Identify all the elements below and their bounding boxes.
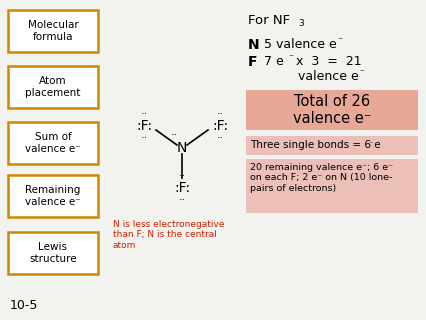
Text: N: N — [248, 38, 259, 52]
Text: Total of 26
valence e⁻: Total of 26 valence e⁻ — [292, 94, 370, 126]
Text: :F:: :F: — [211, 119, 227, 133]
Text: ⁻: ⁻ — [367, 139, 371, 148]
Text: Atom
placement: Atom placement — [25, 76, 81, 98]
Text: ··: ·· — [140, 109, 147, 119]
Text: 5 valence e: 5 valence e — [263, 38, 336, 51]
Text: ⁻: ⁻ — [358, 68, 363, 78]
Text: Remaining
valence e⁻: Remaining valence e⁻ — [25, 185, 81, 207]
Text: ··: ·· — [170, 130, 177, 140]
FancyBboxPatch shape — [8, 10, 98, 52]
Text: Three single bonds = 6 e: Three single bonds = 6 e — [249, 140, 380, 150]
Text: x  3  =  21: x 3 = 21 — [291, 55, 361, 68]
Text: 10-5: 10-5 — [10, 299, 38, 312]
Text: Molecular
formula: Molecular formula — [28, 20, 78, 42]
Text: 7 e: 7 e — [263, 55, 283, 68]
FancyBboxPatch shape — [8, 122, 98, 164]
FancyBboxPatch shape — [8, 66, 98, 108]
Text: ⁻: ⁻ — [336, 36, 341, 46]
FancyBboxPatch shape — [245, 90, 417, 130]
Text: Lewis
structure: Lewis structure — [29, 242, 77, 264]
Text: :F:: :F: — [135, 119, 152, 133]
Text: 20 remaining valence e⁻; 6 e⁻
on each F; 2 e⁻ on N (10 lone-
pairs of electrons): 20 remaining valence e⁻; 6 e⁻ on each F;… — [249, 163, 392, 193]
Text: ··: ·· — [178, 195, 185, 205]
Text: valence e: valence e — [297, 70, 358, 83]
Text: ··: ·· — [216, 133, 223, 143]
Text: For NF: For NF — [248, 14, 289, 27]
Text: ⁻: ⁻ — [287, 53, 292, 63]
FancyBboxPatch shape — [245, 136, 417, 155]
Text: N: N — [176, 141, 187, 155]
Text: :F:: :F: — [173, 181, 190, 195]
Text: 3: 3 — [297, 19, 303, 28]
Text: ··: ·· — [178, 171, 185, 181]
FancyBboxPatch shape — [245, 159, 417, 213]
Text: ··: ·· — [140, 133, 147, 143]
Text: ··: ·· — [216, 109, 223, 119]
Text: F: F — [248, 55, 257, 69]
Text: N is less electronegative
than F; N is the central
atom: N is less electronegative than F; N is t… — [113, 220, 224, 250]
Text: Sum of
valence e⁻: Sum of valence e⁻ — [25, 132, 81, 154]
FancyBboxPatch shape — [8, 175, 98, 217]
FancyBboxPatch shape — [8, 232, 98, 274]
